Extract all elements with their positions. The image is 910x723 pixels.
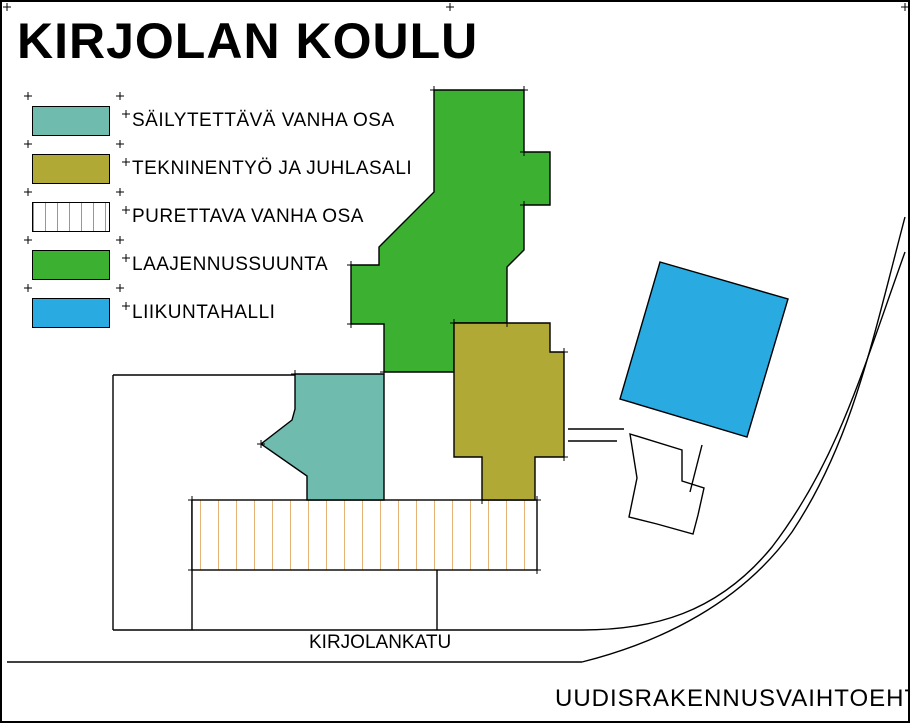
shape-technical-hall bbox=[454, 323, 564, 500]
street-label: KIRJOLANKATU bbox=[309, 632, 451, 654]
footer-label: UUDISRAKENNUSVAIHTOEHTO bbox=[555, 685, 910, 713]
shape-preserved-old bbox=[261, 374, 384, 500]
shape-sports-hall bbox=[620, 262, 788, 437]
site-plan-canvas: KIRJOLAN KOULU SÄILYTETTÄVÄ VANHA OSA TE… bbox=[0, 0, 910, 723]
site-plan-svg bbox=[2, 2, 910, 723]
shape-demolish bbox=[192, 500, 537, 570]
